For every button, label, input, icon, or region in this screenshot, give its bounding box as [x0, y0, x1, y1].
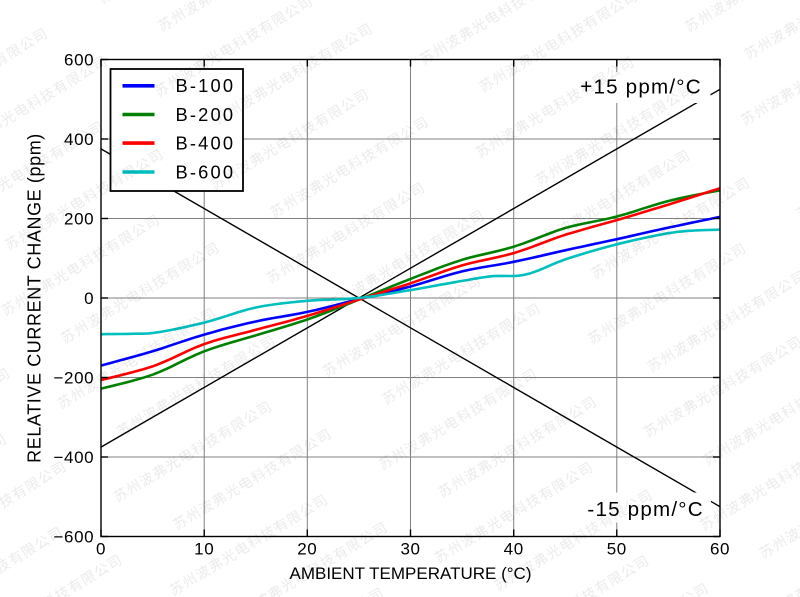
svg-text:0: 0 — [96, 540, 106, 559]
svg-text:0: 0 — [84, 289, 94, 308]
svg-text:B-400: B-400 — [176, 132, 236, 153]
svg-text:200: 200 — [64, 210, 94, 229]
svg-text:40: 40 — [504, 540, 524, 559]
svg-text:−400: −400 — [53, 448, 94, 467]
svg-text:B-600: B-600 — [176, 161, 236, 182]
svg-text:−600: −600 — [53, 528, 94, 547]
svg-text:20: 20 — [297, 540, 317, 559]
svg-text:60: 60 — [710, 540, 730, 559]
svg-text:30: 30 — [400, 540, 420, 559]
svg-text:600: 600 — [64, 51, 94, 70]
svg-text:+15 ppm/°C: +15 ppm/°C — [580, 76, 702, 99]
svg-text:400: 400 — [64, 130, 94, 149]
svg-text:10: 10 — [194, 540, 214, 559]
svg-text:-15 ppm/°C: -15 ppm/°C — [587, 498, 703, 521]
svg-text:AMBIENT TEMPERATURE (°C): AMBIENT TEMPERATURE (°C) — [290, 564, 532, 583]
svg-text:B-200: B-200 — [176, 104, 236, 125]
svg-text:50: 50 — [607, 540, 627, 559]
svg-text:−200: −200 — [53, 369, 94, 388]
svg-text:B-100: B-100 — [176, 75, 236, 96]
